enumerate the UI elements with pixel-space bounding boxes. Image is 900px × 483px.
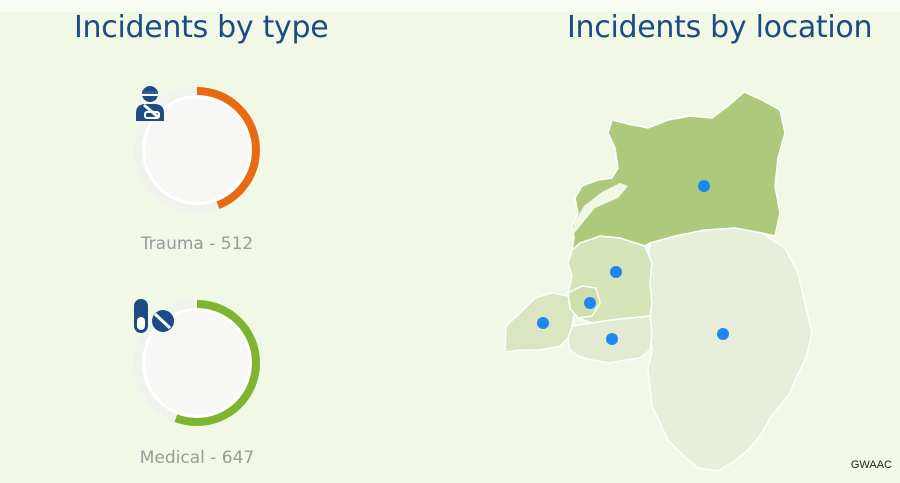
top-band [0, 0, 900, 12]
trauma-donut-ring [130, 83, 264, 217]
trauma-ring-svg [134, 87, 260, 213]
map-region-east [647, 227, 813, 472]
pills-icon [130, 296, 264, 430]
map-marker-south-central[interactable] [606, 333, 618, 345]
medical-donut-ring [130, 296, 264, 430]
injured-person-icon [130, 83, 264, 217]
map-region-north [570, 91, 786, 252]
map-region-central-pocket [567, 285, 601, 319]
medical-caption: Medical - 647 [139, 448, 255, 468]
trauma-ring-inner [145, 98, 249, 202]
medical-ring-inner [145, 311, 249, 415]
map-marker-central[interactable] [610, 266, 622, 278]
medical-ring-svg [134, 300, 260, 426]
credit-text: GWAAC [850, 459, 892, 471]
incidents-by-type-heading: Incidents by type [74, 10, 329, 45]
map-estuary [572, 183, 628, 236]
map-marker-east[interactable] [717, 328, 729, 340]
medical-ring-arc [134, 300, 260, 426]
incidents-by-location-heading: Incidents by location [567, 10, 873, 45]
map-marker-north[interactable] [698, 180, 710, 192]
trauma-caption: Trauma - 512 [140, 234, 254, 254]
trauma-ring-arc [134, 87, 260, 213]
incidents-location-map [504, 91, 813, 472]
map-marker-west[interactable] [537, 317, 549, 329]
map-marker-central-pocket[interactable] [584, 297, 596, 309]
